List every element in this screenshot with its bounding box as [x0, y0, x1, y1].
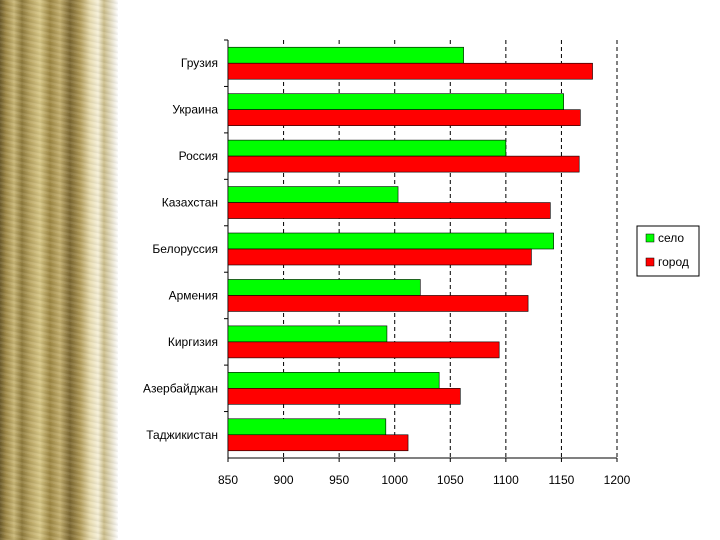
category-label: Армения: [169, 288, 218, 302]
x-tick-label: 1150: [549, 473, 575, 487]
x-tick-label: 1100: [493, 473, 519, 487]
x-tick-label: 950: [329, 473, 349, 487]
category-labels: Грузия Украина Россия Казахстан Белоруссия Ар…: [143, 39, 228, 442]
x-tick-label: 1050: [437, 473, 464, 487]
bar-selo: [227, 232, 554, 250]
bar-selo: [227, 139, 507, 157]
x-tick-label: 1000: [381, 473, 408, 487]
bar-gorod: [227, 434, 409, 452]
x-tick-label: 900: [274, 473, 294, 487]
bar-selo: [227, 325, 388, 343]
bar-selo: [227, 93, 564, 110]
bar-gorod: [227, 109, 581, 126]
bar-selo: [227, 279, 421, 296]
bar-selo: [227, 46, 464, 64]
bar-gorod: [227, 341, 500, 359]
legend-label-gorod: город: [658, 255, 689, 269]
legend-swatch-selo: [645, 233, 655, 243]
decorative-border: [0, 0, 118, 540]
legend-swatch-gorod: [645, 257, 655, 267]
category-label: Украина: [172, 103, 218, 117]
category-label: Азербайджан: [143, 381, 218, 395]
bar-gorod: [227, 62, 593, 80]
bar-gorod: [227, 388, 461, 405]
category-label: Казахстан: [162, 196, 218, 210]
x-tick-label: 850: [218, 473, 238, 487]
bars: [227, 46, 593, 452]
category-label: Киргизия: [168, 335, 218, 349]
bar-selo: [227, 372, 440, 389]
category-label: Таджикистан: [146, 428, 218, 442]
legend: село город: [636, 225, 700, 277]
category-label: Грузия: [181, 56, 218, 70]
x-tick-label: 1200: [604, 473, 631, 487]
legend-label-selo: село: [658, 231, 684, 245]
bar-selo: [227, 186, 399, 203]
bar-gorod: [227, 155, 580, 173]
x-axis-ticks: 850 900 950 1000 1050 1100 1150 1200: [218, 458, 631, 487]
category-label: Белоруссия: [152, 242, 218, 256]
bar-gorod: [227, 295, 529, 312]
bar-selo: [227, 418, 387, 436]
bar-gorod: [227, 202, 551, 219]
bar-gorod: [227, 248, 532, 266]
category-label: Россия: [179, 149, 218, 163]
